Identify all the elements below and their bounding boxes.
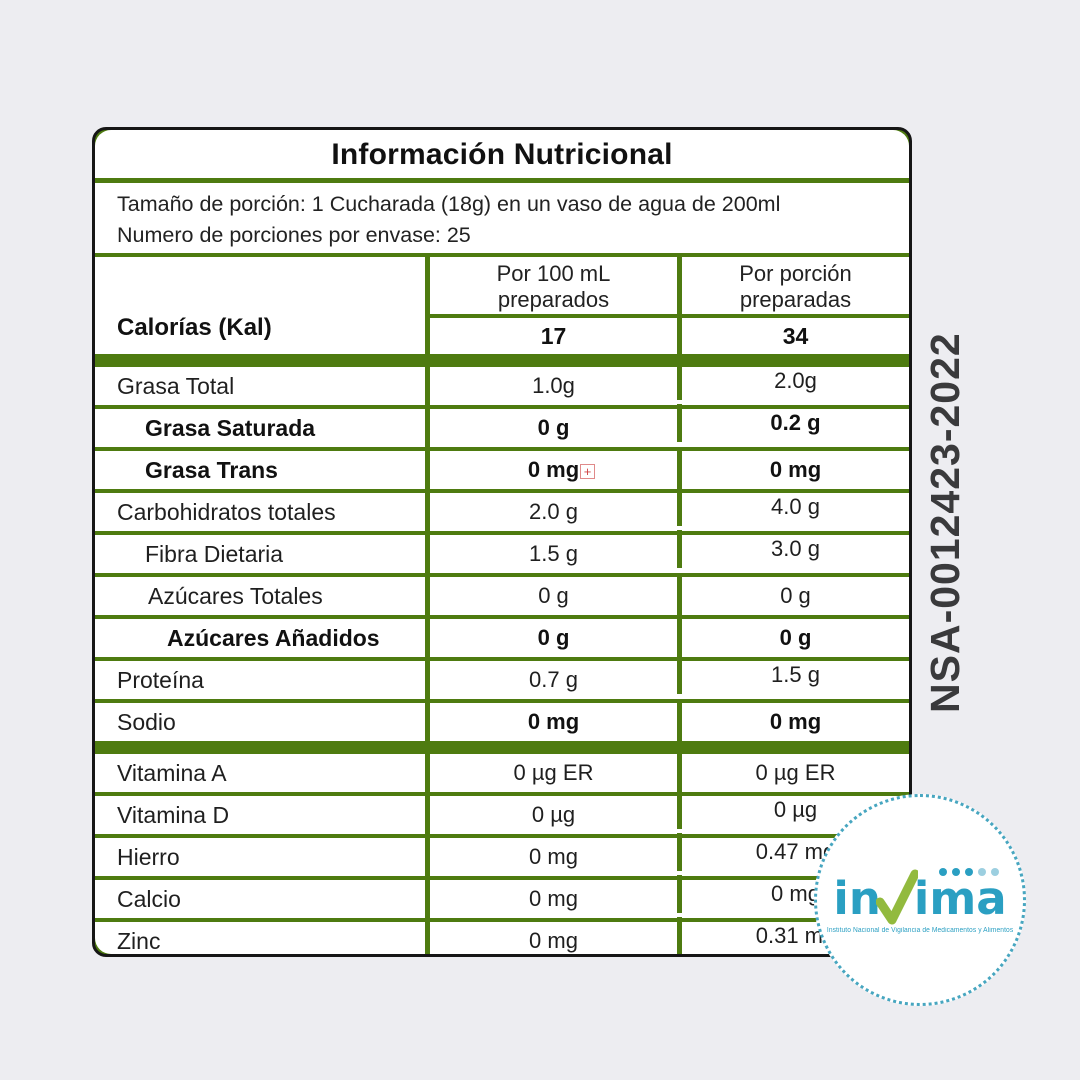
value-per-portion: 0 mg	[677, 875, 909, 913]
value-per-portion: 0 g	[677, 577, 909, 615]
value-per-portion: 0.2 g	[677, 404, 909, 442]
nutrient-label: Sodio	[117, 709, 176, 735]
invima-wordmark: in ima	[833, 866, 1007, 925]
nutrient-row: Proteína 0.7 g 1.5 g	[95, 656, 909, 699]
section-divider	[95, 354, 909, 367]
value-per-portion: 0 mg	[677, 703, 909, 741]
nutrient-row: Vitamina A 0 µg ER 0 µg ER	[95, 754, 909, 792]
value-per-portion: 4.0 g	[677, 488, 909, 526]
nutrient-row: Grasa Saturada 0 g 0.2 g	[95, 404, 909, 447]
value-per-100ml: 1.0g	[425, 367, 677, 405]
calories-label: Calorías (Kal)	[117, 314, 272, 341]
value-per-100ml: 0 µg	[425, 796, 677, 834]
value-per-100ml: 0 mg	[425, 922, 677, 954]
value-per-portion: 2.0g	[677, 362, 909, 400]
serving-size-line: Tamaño de porción: 1 Cucharada (18g) en …	[117, 192, 781, 216]
nutrient-label: Grasa Trans	[145, 457, 278, 483]
value-per-100ml: 0 mg	[425, 451, 677, 489]
nutrient-row: Vitamina D 0 µg 0 µg	[95, 791, 909, 834]
nutrient-row: Fibra Dietaria 1.5 g 3.0 g	[95, 530, 909, 573]
registration-number: NSA-0012423-2022	[922, 332, 968, 714]
nutrient-row: Carbohidratos totales 2.0 g 4.0 g	[95, 488, 909, 531]
calories-per-portion-value: 34	[677, 314, 909, 354]
value-per-portion: 3.0 g	[677, 530, 909, 568]
value-per-100ml: 0 g	[425, 619, 677, 657]
wordmark-ima: ima	[913, 872, 1007, 925]
nutrient-label: Carbohidratos totales	[117, 499, 336, 525]
nutrient-label: Fibra Dietaria	[145, 541, 284, 567]
nutrient-label: Azúcares Totales	[148, 583, 323, 609]
nutrient-rows: Grasa Total 1.0g 2.0g Grasa Saturada 0 g 0.2 …	[95, 362, 909, 954]
nutrient-label: Vitamina D	[117, 802, 230, 828]
per-100ml-column-header: Por 100 mL preparados	[425, 257, 677, 314]
serving-info: Tamaño de porción: 1 Cucharada (18g) en …	[95, 183, 909, 253]
invima-tagline: Instituto Nacional de Vigilancia de Medi…	[826, 927, 1014, 934]
value-per-100ml: 0 µg ER	[425, 754, 677, 792]
calories-per-100ml-value: 17	[425, 314, 677, 354]
nutrition-label-card: Información Nutricional Tamaño de porció…	[92, 127, 912, 957]
nutrient-label: Grasa Total	[117, 373, 235, 399]
nutrient-label: Azúcares Añadidos	[167, 625, 380, 651]
value-per-portion: 0 g	[677, 619, 909, 657]
nutrient-row: Calcio 0 mg 0 mg	[95, 875, 909, 918]
calories-header-section: Calorías (Kal) Por 100 mL preparados Por…	[95, 253, 909, 354]
nutrient-label: Proteína	[117, 667, 204, 693]
nutrient-label: Vitamina A	[117, 760, 227, 786]
value-per-100ml: 0 mg	[425, 703, 677, 741]
invima-badge: in ima Instituto Nacional de Vigilancia …	[814, 794, 1026, 1006]
wordmark-dots	[938, 868, 999, 876]
title-divider	[95, 178, 909, 183]
value-per-100ml: 2.0 g	[425, 493, 677, 531]
nutrition-label-content: Información Nutricional Tamaño de porció…	[95, 130, 909, 954]
label-title: Información Nutricional	[331, 138, 673, 171]
check-icon	[875, 869, 918, 925]
nutrient-row: Hierro 0 mg 0.47 mg	[95, 833, 909, 876]
wordmark-in: in	[833, 872, 881, 925]
per-portion-column-header: Por porción preparadas	[677, 257, 909, 314]
value-per-portion: 0 µg ER	[677, 754, 909, 792]
nutrient-label: Grasa Saturada	[145, 415, 316, 441]
nutrient-label: Calcio	[117, 886, 181, 912]
value-per-100ml: 0.7 g	[425, 661, 677, 699]
nutrient-label: Hierro	[117, 844, 180, 870]
nutrient-row: Zinc 0 mg 0.31 mg	[95, 917, 909, 954]
value-per-100ml: 1.5 g	[425, 535, 677, 573]
value-per-100ml: 0 mg	[425, 880, 677, 918]
section-divider	[95, 741, 909, 754]
annotation-marker-icon: +	[580, 464, 595, 479]
nutrient-row: Grasa Trans 0 mg 0 mg	[95, 447, 909, 489]
nutrient-row: Sodio 0 mg 0 mg	[95, 699, 909, 741]
value-per-portion: 0 mg	[677, 451, 909, 489]
value-per-portion: 0 µg	[677, 791, 909, 829]
value-per-100ml: 0 g	[425, 409, 677, 447]
nutrient-label: Zinc	[117, 928, 161, 954]
servings-per-container-line: Numero de porciones por envase: 25	[117, 223, 471, 247]
value-per-portion: 1.5 g	[677, 656, 909, 694]
value-per-100ml: 0 g	[425, 577, 677, 615]
nutrient-row: Grasa Total 1.0g 2.0g	[95, 362, 909, 405]
value-per-100ml: 0 mg	[425, 838, 677, 876]
